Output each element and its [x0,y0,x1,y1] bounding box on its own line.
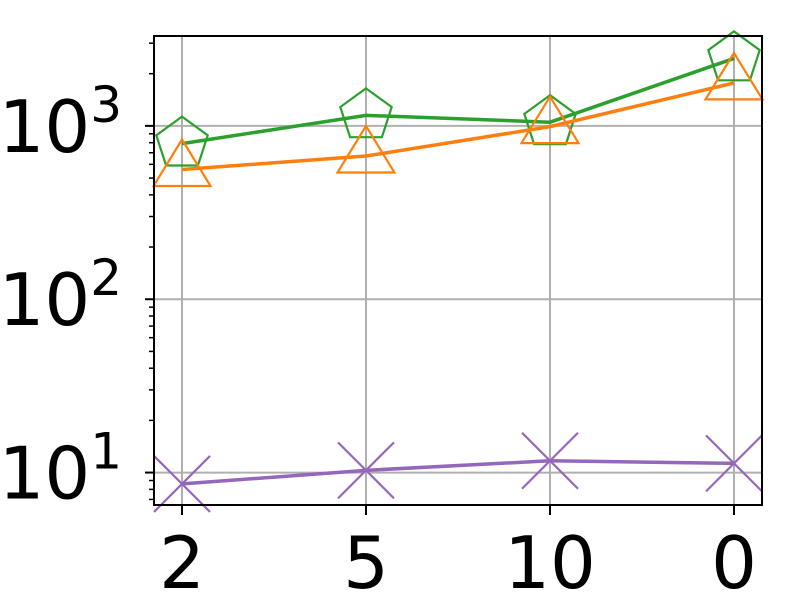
y-tick-exponent: 1 [90,423,122,481]
y-tick-base: 10 [0,258,90,342]
x-tick-label: 5 [343,521,389,595]
y-tick-base: 10 [0,85,90,169]
x-tick-label: 0 [711,521,757,595]
y-tick-label: 101 [0,423,122,516]
series-line-x [181,459,735,486]
x-axis-ticks: 2 5 10 0 [159,505,757,595]
series-line-triangle [181,81,735,172]
x-tick-label: 10 [504,521,596,595]
grid-lines [154,36,762,505]
x-tick-label: 2 [159,521,205,595]
y-tick-exponent: 3 [90,76,122,134]
pentagon-marker [339,87,393,139]
pentagon-marker [707,30,761,82]
x-marker-stroke [521,431,579,490]
triangle-marker [703,50,765,101]
x-marker-stroke [337,441,395,500]
triangle-marker [151,137,213,188]
series-layer [151,30,765,513]
x-marker-stroke [705,434,763,493]
triangle-marker [519,94,581,145]
pentagon-marker [155,115,209,167]
y-tick-exponent: 2 [90,249,122,307]
y-tick-base: 10 [0,432,90,516]
triangle-marker [335,123,397,174]
y-tick-label: 102 [0,249,122,342]
series-line-pentagon [181,56,735,146]
x-marker-stroke [153,455,211,513]
plot-frame [153,35,763,506]
y-tick-label: 103 [0,76,122,169]
